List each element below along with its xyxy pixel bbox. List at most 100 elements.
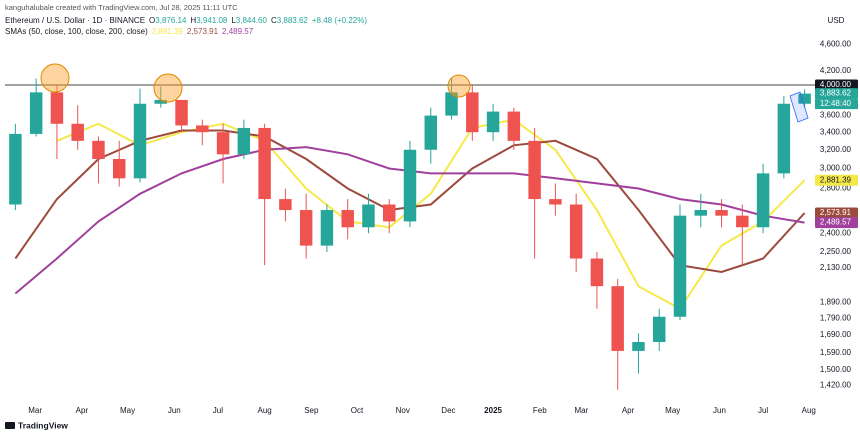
x-tick-label: Apr	[622, 406, 635, 415]
y-tick-label: 3,400.00	[820, 127, 852, 136]
symbol-legend: Ethereum / U.S. Dollar · 1D · BINANCE O3,…	[5, 16, 367, 25]
ohlc-value: 3,883.62	[277, 16, 309, 25]
highlight-circle	[40, 63, 70, 93]
candle-body	[196, 125, 209, 133]
ohlc-value: 3,876.14	[155, 16, 187, 25]
price-box-label: 2,489.57	[820, 218, 852, 227]
candle-body	[756, 173, 770, 228]
x-tick-label: Aug	[257, 406, 271, 415]
y-tick-label: 3,200.00	[820, 145, 852, 154]
ohlc-key: H	[190, 16, 196, 25]
candle-body	[486, 111, 500, 133]
flag-drawing	[789, 91, 809, 123]
price-box	[815, 207, 858, 219]
price-box-label: 2,881.39	[820, 175, 852, 184]
x-tick-label: Jun	[713, 406, 726, 415]
x-tick-label: 2025	[484, 406, 502, 415]
y-tick-label: 4,200.00	[820, 66, 852, 75]
ohlc-value: 3,941.08	[196, 16, 228, 25]
price-box	[815, 79, 858, 91]
candle-body	[777, 103, 791, 174]
y-tick-label: 1,420.00	[820, 381, 852, 390]
sma-value: 2,881.39	[152, 27, 184, 36]
candle-body	[320, 210, 334, 246]
y-tick-label: 1,790.00	[820, 313, 852, 322]
price-box	[815, 217, 858, 229]
price-box-label: 2,573.91	[820, 208, 852, 217]
x-tick-label: Feb	[533, 406, 547, 415]
ohlc-key: O	[149, 16, 155, 25]
x-tick-label: Sep	[304, 406, 319, 415]
y-tick-label: 1,890.00	[820, 298, 852, 307]
x-tick-label: Aug	[802, 406, 816, 415]
x-tick-label: Apr	[76, 406, 89, 415]
candle-body	[279, 199, 292, 211]
countdown-box	[815, 99, 858, 110]
x-tick-label: Mar	[28, 406, 42, 415]
y-tick-label: 2,800.00	[820, 184, 852, 193]
ohlc-key: C	[271, 16, 277, 25]
candle-body	[590, 258, 604, 287]
x-tick-label: May	[120, 406, 135, 415]
candle-body	[715, 210, 728, 216]
highlight-circle	[447, 74, 471, 98]
candle-body	[341, 210, 354, 228]
candle-body	[673, 215, 687, 317]
candle-body	[216, 132, 230, 155]
y-tick-label: 2,250.00	[820, 247, 852, 256]
logo-icon	[5, 422, 15, 429]
candle-body	[736, 215, 749, 228]
candle-body	[445, 92, 458, 116]
candle-body	[403, 149, 417, 222]
y-tick-label: 3,600.00	[820, 111, 852, 120]
y-tick-label: 2,400.00	[820, 228, 852, 237]
candle-body	[528, 140, 541, 200]
candle-body	[154, 99, 167, 104]
ohlc-value: 3,844.60	[236, 16, 268, 25]
symbol: Ethereum / U.S. Dollar · 1D · BINANCE	[5, 16, 145, 25]
candle-body	[383, 204, 396, 222]
candle-body	[29, 92, 43, 134]
countdown: 12:48:40	[820, 99, 852, 108]
indicator-legend: SMAs (50, close, 100, close, 200, close)…	[5, 27, 254, 36]
candle-body	[549, 199, 562, 205]
candle-body	[71, 123, 84, 141]
x-tick-label: Jul	[213, 406, 223, 415]
price-box	[815, 174, 858, 186]
candle-body	[507, 111, 521, 141]
y-tick-label: 1,590.00	[820, 348, 852, 357]
y-tick-label: 3,000.00	[820, 164, 852, 173]
candle-body	[632, 341, 645, 351]
currency: USD	[828, 16, 845, 25]
candle-body	[133, 103, 147, 179]
price-box-label: 4,000.00	[820, 80, 852, 89]
x-tick-label: Jun	[168, 406, 181, 415]
candle-body	[653, 316, 666, 342]
x-tick-label: Nov	[396, 406, 410, 415]
credit: kanguhalubale created with TradingView.c…	[5, 3, 238, 12]
candle-body	[362, 204, 375, 228]
candle-body	[9, 133, 22, 205]
plot-area	[5, 77, 815, 390]
candle-body	[237, 127, 251, 155]
ohlc-key: L	[231, 16, 236, 25]
price-box-label: 3,883.62	[820, 89, 852, 98]
footer-logo: TradingView	[5, 420, 68, 430]
footer-text: TradingView	[18, 420, 68, 430]
x-tick-label: Mar	[574, 406, 588, 415]
highlight-circle	[153, 73, 183, 103]
x-tick-label: Oct	[351, 406, 364, 415]
y-tick-label: 2,130.00	[820, 263, 852, 272]
candle-body	[694, 210, 707, 216]
candle-body	[611, 286, 624, 351]
candle-body	[299, 210, 313, 246]
candle-body	[258, 127, 271, 200]
candle-body	[798, 93, 811, 104]
x-tick-label: Dec	[441, 406, 455, 415]
change: +8.48 (+0.22%)	[312, 16, 367, 25]
candle-body	[92, 140, 105, 159]
candle-body	[466, 92, 479, 133]
candle-body	[50, 92, 64, 124]
sma-value: 2,573.91	[187, 27, 219, 36]
